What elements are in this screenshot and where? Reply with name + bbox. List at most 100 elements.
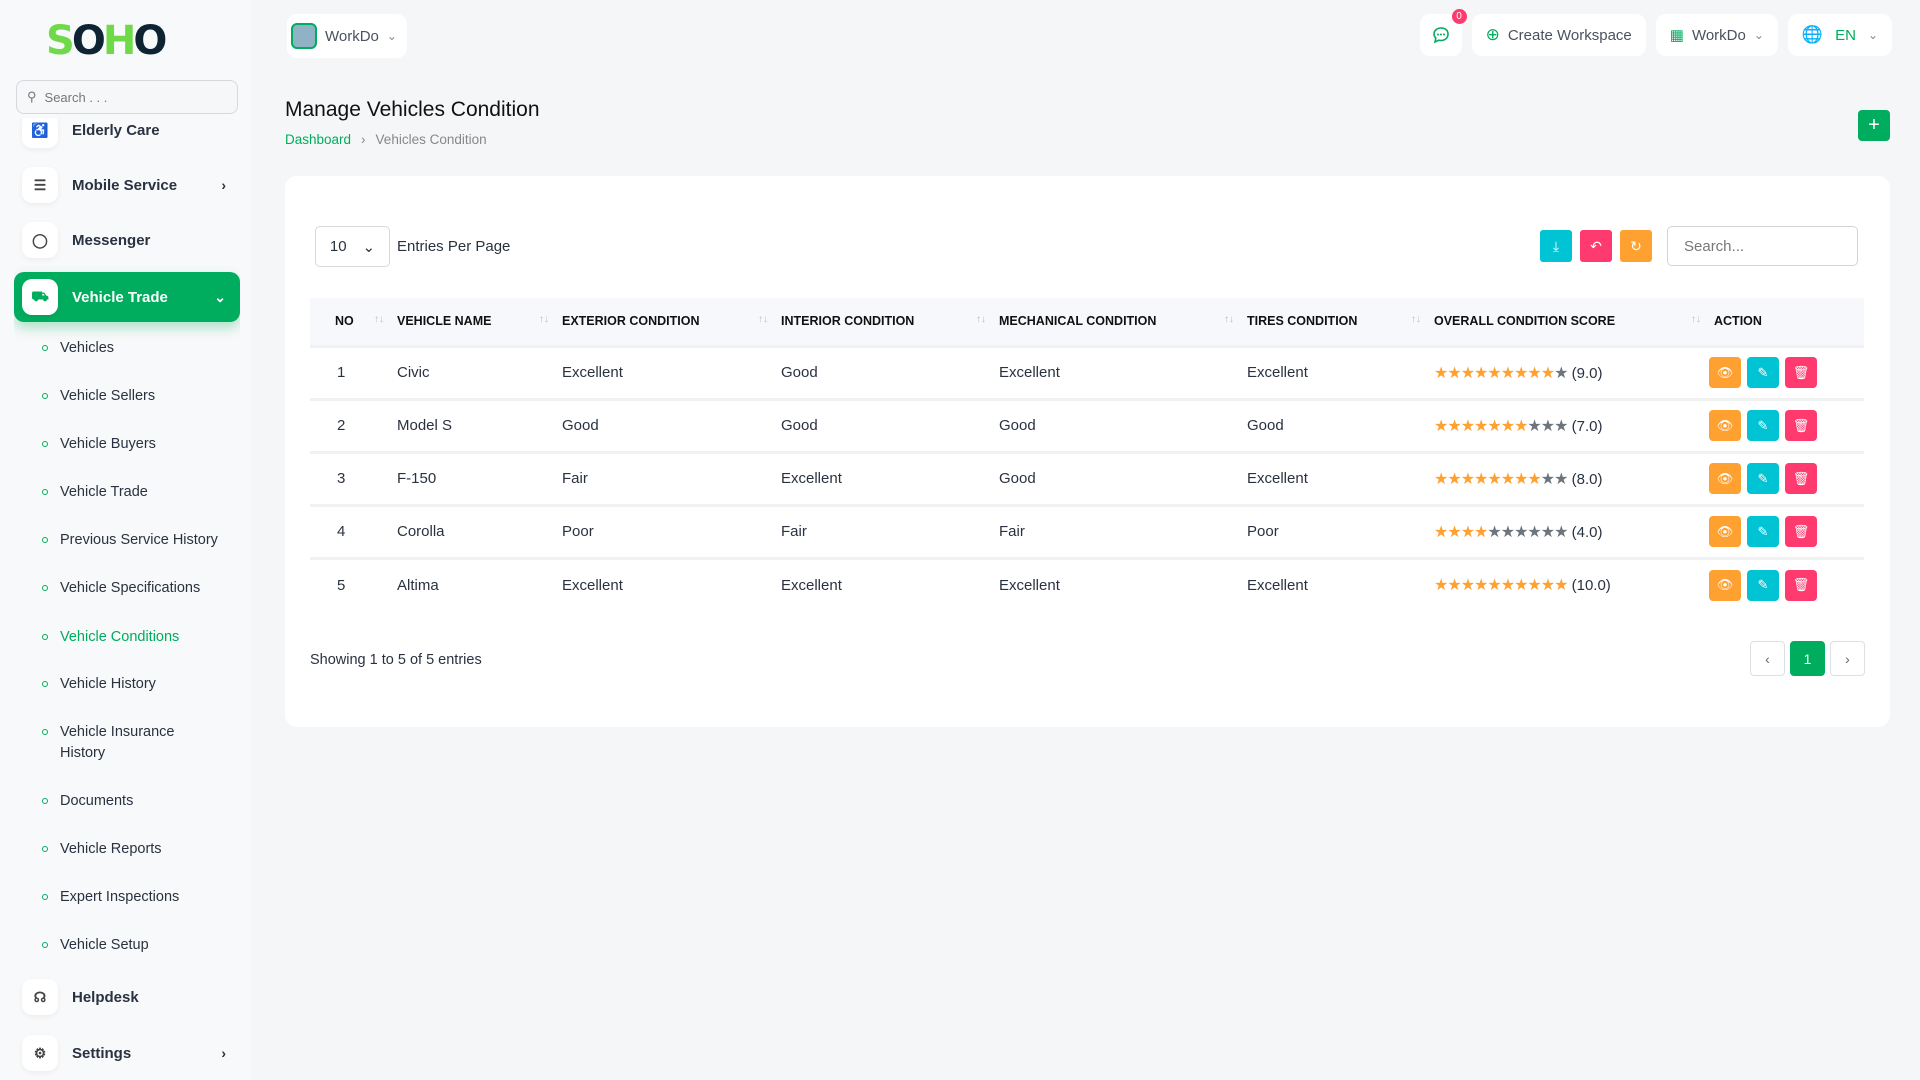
column-header[interactable]: INTERIOR CONDITION ↑↓	[776, 298, 994, 346]
chevron-down-icon: ⌄	[1753, 28, 1764, 42]
delete-button[interactable]: 🗑	[1785, 463, 1817, 494]
refresh-button[interactable]: ↻	[1620, 230, 1652, 262]
star-icon: ★	[1554, 364, 1568, 382]
star-icon: ★	[1500, 417, 1515, 435]
cell-tires: Excellent	[1242, 450, 1429, 505]
star-icon: ★	[1527, 470, 1541, 488]
star-icon: ★	[1460, 523, 1475, 541]
workspace-switcher[interactable]: WorkDo ⌄	[287, 14, 407, 58]
cell-no: 2	[310, 397, 392, 452]
star-icon: ★	[1554, 417, 1568, 435]
cell-interior: Fair	[776, 503, 994, 558]
star-icon: ★	[1434, 364, 1448, 382]
subitem-vehicle-trade[interactable]: Vehicle Trade	[42, 482, 240, 503]
edit-button[interactable]: ✎	[1747, 516, 1779, 547]
cell-actions: 👁 ✎ 🗑	[1709, 503, 1864, 558]
sort-icon: ↑↓	[976, 314, 986, 326]
add-button[interactable]: +	[1858, 110, 1890, 141]
subitem-vehicle-history[interactable]: Vehicle History	[42, 674, 240, 695]
refresh-icon: ↻	[1630, 237, 1642, 254]
star-icon: ★	[1527, 577, 1541, 595]
edit-button[interactable]: ✎	[1747, 569, 1779, 601]
subitem-vehicles[interactable]: Vehicles	[42, 338, 240, 359]
subitem-vehicle-specifications[interactable]: Vehicle Specifications	[42, 578, 240, 599]
sidebar-item-helpdesk[interactable]: ☊ Helpdesk	[14, 973, 240, 1021]
column-header[interactable]: EXTERIOR CONDITION ↑↓	[557, 298, 776, 346]
eye-icon: 👁	[1716, 577, 1734, 593]
gear-icon: ⚙	[22, 1035, 58, 1071]
cell-no: 4	[310, 503, 392, 558]
view-button[interactable]: 👁	[1709, 410, 1741, 441]
sidebar-item-messenger[interactable]: ◯ Messenger	[14, 216, 240, 264]
trash-icon: 🗑	[1792, 470, 1810, 486]
reset-button[interactable]: ↶	[1580, 230, 1612, 262]
sidebar-item-mobile-service[interactable]: ☰ Mobile Service ›	[14, 161, 240, 209]
cell-score: ★★★★★★★★★★ (8.0)	[1429, 450, 1709, 505]
sidebar-item-vehicle-trade[interactable]: ⛟ Vehicle Trade ⌄	[14, 272, 240, 322]
notification-badge: 0	[1451, 9, 1467, 24]
sort-icon: ↑↓	[758, 314, 768, 326]
subitem-vehicle-insurance-history[interactable]: Vehicle Insurance History	[42, 722, 192, 764]
create-workspace-button[interactable]: ⊕ Create Workspace	[1471, 14, 1646, 56]
cell-interior: Excellent	[776, 556, 994, 611]
sort-icon: ↑↓	[1411, 314, 1421, 326]
chevron-right-icon: ›	[361, 132, 366, 147]
messages-button[interactable]: 0	[1419, 9, 1467, 56]
chat-icon: ◯	[22, 222, 58, 258]
subitem-vehicle-setup[interactable]: Vehicle Setup	[42, 935, 240, 956]
export-button[interactable]: ⤓	[1540, 230, 1572, 262]
subitem-expert-inspections[interactable]: Expert Inspections	[42, 887, 240, 908]
edit-button[interactable]: ✎	[1747, 357, 1779, 388]
column-header[interactable]: NO ↑↓	[310, 298, 392, 346]
edit-button[interactable]: ✎	[1747, 463, 1779, 494]
view-button[interactable]: 👁	[1709, 463, 1741, 494]
breadcrumb-dashboard[interactable]: Dashboard	[285, 132, 352, 147]
language-selector[interactable]: 🌐 EN ⌄	[1787, 14, 1892, 56]
sidebar-item-elderly-care[interactable]: ♿ Elderly Care	[14, 118, 240, 154]
subitem-documents[interactable]: Documents	[42, 791, 240, 812]
elderly-icon: ♿	[22, 118, 58, 148]
delete-button[interactable]: 🗑	[1785, 516, 1817, 547]
pencil-icon: ✎	[1757, 577, 1769, 593]
subitem-vehicle-conditions[interactable]: Vehicle Conditions	[42, 627, 240, 648]
edit-button[interactable]: ✎	[1747, 410, 1779, 441]
sidebar-item-settings[interactable]: ⚙ Settings ›	[14, 1029, 240, 1077]
star-icon: ★	[1474, 470, 1488, 488]
subitem-previous-service-history[interactable]: Previous Service History	[42, 530, 240, 551]
delete-button[interactable]: 🗑	[1785, 357, 1817, 388]
page-1-button[interactable]: 1	[1790, 641, 1825, 676]
subitem-vehicle-reports[interactable]: Vehicle Reports	[42, 839, 240, 860]
car-icon: ⛟	[22, 279, 58, 315]
cell-tires: Good	[1242, 397, 1429, 452]
star-icon: ★	[1514, 364, 1528, 382]
cell-no: 5	[310, 556, 392, 611]
cell-exterior: Poor	[557, 503, 776, 558]
trash-icon: 🗑	[1792, 417, 1810, 433]
star-icon: ★	[1460, 417, 1475, 435]
delete-button[interactable]: 🗑	[1785, 410, 1817, 441]
trash-icon: 🗑	[1792, 577, 1810, 593]
entries-per-page-select[interactable]: 10 ⌄	[315, 226, 390, 267]
column-header[interactable]: OVERALL CONDITION SCORE ↑↓	[1429, 298, 1709, 346]
view-button[interactable]: 👁	[1709, 516, 1741, 547]
star-icon: ★	[1540, 417, 1555, 435]
table-search-input[interactable]	[1667, 226, 1858, 266]
sidebar-search[interactable]: ⚲ Search . . .	[16, 80, 238, 114]
star-icon: ★	[1447, 364, 1461, 382]
cell-mechanical: Good	[994, 450, 1242, 505]
column-header[interactable]: MECHANICAL CONDITION ↑↓	[994, 298, 1242, 346]
workspace-menu[interactable]: ▦ WorkDo ⌄	[1655, 14, 1778, 56]
view-button[interactable]: 👁	[1709, 569, 1741, 601]
pencil-icon: ✎	[1757, 364, 1769, 380]
next-page-button[interactable]: ›	[1830, 641, 1865, 676]
delete-button[interactable]: 🗑	[1785, 569, 1817, 601]
cell-actions: 👁 ✎ 🗑	[1709, 450, 1864, 505]
subitem-vehicle-buyers[interactable]: Vehicle Buyers	[42, 434, 240, 455]
prev-page-button[interactable]: ‹	[1750, 641, 1785, 676]
pencil-icon: ✎	[1757, 523, 1769, 539]
cell-score: ★★★★★★★★★★ (9.0)	[1429, 344, 1709, 399]
subitem-vehicle-sellers[interactable]: Vehicle Sellers	[42, 386, 240, 407]
column-header[interactable]: TIRES CONDITION ↑↓	[1242, 298, 1429, 346]
column-header[interactable]: VEHICLE NAME ↑↓	[392, 298, 557, 346]
view-button[interactable]: 👁	[1709, 357, 1741, 388]
